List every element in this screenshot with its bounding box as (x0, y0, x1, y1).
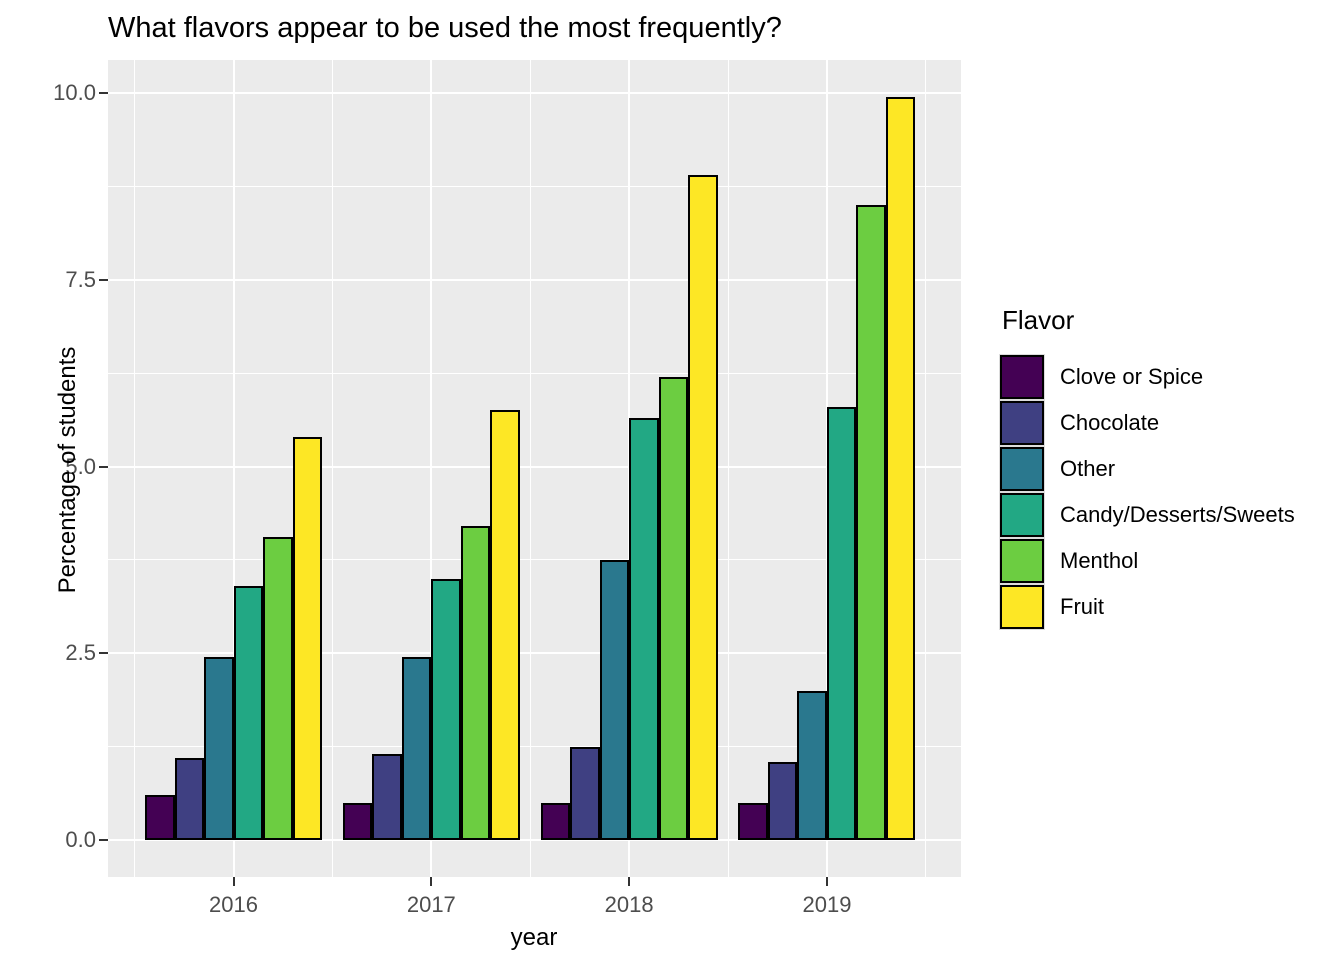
x-tick-mark (232, 877, 235, 886)
x-axis-title: year (510, 924, 558, 951)
y-tick-mark (99, 839, 108, 841)
legend-item-other: Other (1000, 446, 1295, 492)
legend-label: Candy/Desserts/Sweets (1060, 502, 1295, 527)
bar-chocolate-2016 (174, 757, 204, 840)
x-tick-label: 2019 (802, 892, 852, 917)
bar-menthol-2017 (460, 526, 491, 840)
bar-clove-or-spice-2017 (342, 802, 373, 840)
y-tick-mark (99, 278, 108, 281)
legend: Flavor Clove or Spice Chocolate Other Candy… (1000, 305, 1295, 630)
gridline-minor-y (108, 185, 961, 187)
gridline-major-y (108, 839, 961, 841)
legend-item-menthol: Menthol (1000, 538, 1295, 584)
y-tick-mark (99, 465, 108, 468)
bar-candy-desserts-sweets-2018 (629, 417, 659, 840)
y-tick-label: 5.0 (65, 453, 96, 479)
legend-color-chip (1000, 401, 1044, 445)
gridline-major-y (108, 465, 961, 468)
bar-other-2019 (797, 690, 827, 840)
bar-clove-or-spice-2018 (540, 802, 571, 840)
bar-chocolate-2018 (570, 746, 600, 840)
gridline-minor-x (925, 60, 927, 877)
bar-fruit-2017 (490, 410, 520, 840)
x-tick-label: 2016 (209, 892, 258, 917)
y-tick-label: 10.0 (53, 80, 96, 105)
x-tick-mark (430, 877, 433, 886)
bar-candy-desserts-sweets-2016 (233, 586, 263, 840)
legend-label: Chocolate (1060, 410, 1160, 435)
y-tick-label: 7.5 (65, 266, 96, 292)
legend-item-chocolate: Chocolate (1000, 400, 1295, 446)
bar-other-2017 (401, 656, 432, 840)
legend-label: Fruit (1060, 594, 1104, 619)
gridline-major-x (430, 60, 433, 877)
legend-item-clove-or-spice: Clove or Spice (1000, 354, 1295, 400)
x-tick-label: 2017 (406, 892, 456, 917)
bar-menthol-2016 (263, 537, 293, 840)
bar-candy-desserts-sweets-2019 (826, 406, 857, 840)
gridline-major-y (108, 92, 961, 94)
gridline-minor-y (108, 372, 961, 374)
bar-fruit-2019 (885, 96, 916, 840)
legend-color-chip (1000, 585, 1044, 629)
bar-chocolate-2017 (372, 754, 402, 840)
x-tick-mark (628, 877, 631, 886)
legend-label: Clove or Spice (1060, 364, 1204, 389)
bar-fruit-2018 (688, 175, 718, 840)
gridline-minor-x (727, 60, 729, 877)
legend-color-chip (1000, 539, 1044, 583)
gridline-major-y (108, 652, 961, 655)
bar-candy-desserts-sweets-2017 (431, 578, 461, 840)
chart-title: What flavors appear to be used the most … (108, 12, 782, 44)
legend-color-chip (1000, 355, 1044, 399)
gridline-minor-x (331, 60, 333, 877)
bar-other-2016 (204, 656, 234, 840)
gridline-minor-x (529, 60, 531, 877)
legend-label: Menthol (1060, 548, 1139, 573)
gridline-minor-y (108, 559, 961, 561)
legend-items: Clove or Spice Chocolate Other Candy/Desser… (1000, 354, 1295, 630)
bar-fruit-2016 (292, 436, 322, 840)
x-tick-label: 2018 (604, 892, 654, 917)
bar-clove-or-spice-2016 (145, 795, 175, 840)
x-tick-mark (825, 877, 828, 886)
gridline-major-x (232, 60, 235, 877)
y-tick-label: 0.0 (65, 827, 96, 852)
gridline-major-y (108, 278, 961, 281)
legend-item-fruit: Fruit (1000, 584, 1295, 630)
y-tick-mark (99, 92, 108, 94)
legend-label: Other (1060, 456, 1116, 481)
y-axis-title: Percentage of students (54, 346, 81, 594)
bar-menthol-2018 (658, 376, 689, 840)
y-tick-label: 2.5 (65, 640, 96, 666)
bar-other-2018 (599, 559, 630, 840)
legend-color-chip (1000, 447, 1044, 491)
gridline-minor-y (108, 746, 961, 748)
bar-chocolate-2019 (767, 761, 798, 840)
y-tick-mark (99, 652, 108, 655)
legend-color-chip (1000, 493, 1044, 537)
legend-item-candy-desserts-sweets: Candy/Desserts/Sweets (1000, 492, 1295, 538)
bar-menthol-2019 (856, 205, 886, 840)
legend-title: Flavor (1002, 305, 1075, 335)
gridline-minor-x (134, 60, 136, 877)
bar-clove-or-spice-2019 (738, 802, 768, 840)
